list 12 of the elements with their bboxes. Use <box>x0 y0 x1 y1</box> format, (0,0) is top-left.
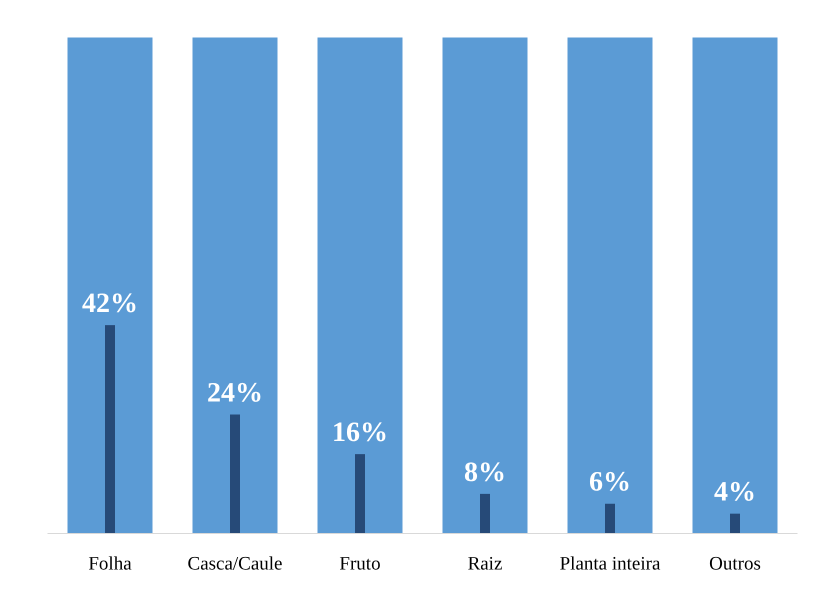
x-tick-label: Fruto <box>339 554 381 574</box>
x-tick-label: Casca/Caule <box>188 554 282 574</box>
data-label: 6% <box>589 466 631 498</box>
data-label: 42% <box>82 288 138 320</box>
x-tick-label: Folha <box>88 554 132 574</box>
data-label: 4% <box>714 476 756 508</box>
data-label: 16% <box>332 417 388 448</box>
x-tick-label: Planta inteira <box>560 554 661 574</box>
data-label: 8% <box>464 456 506 488</box>
x-tick-label: Outros <box>709 554 761 574</box>
data-label: 24% <box>207 377 263 408</box>
x-tick-label: Raiz <box>468 554 502 574</box>
